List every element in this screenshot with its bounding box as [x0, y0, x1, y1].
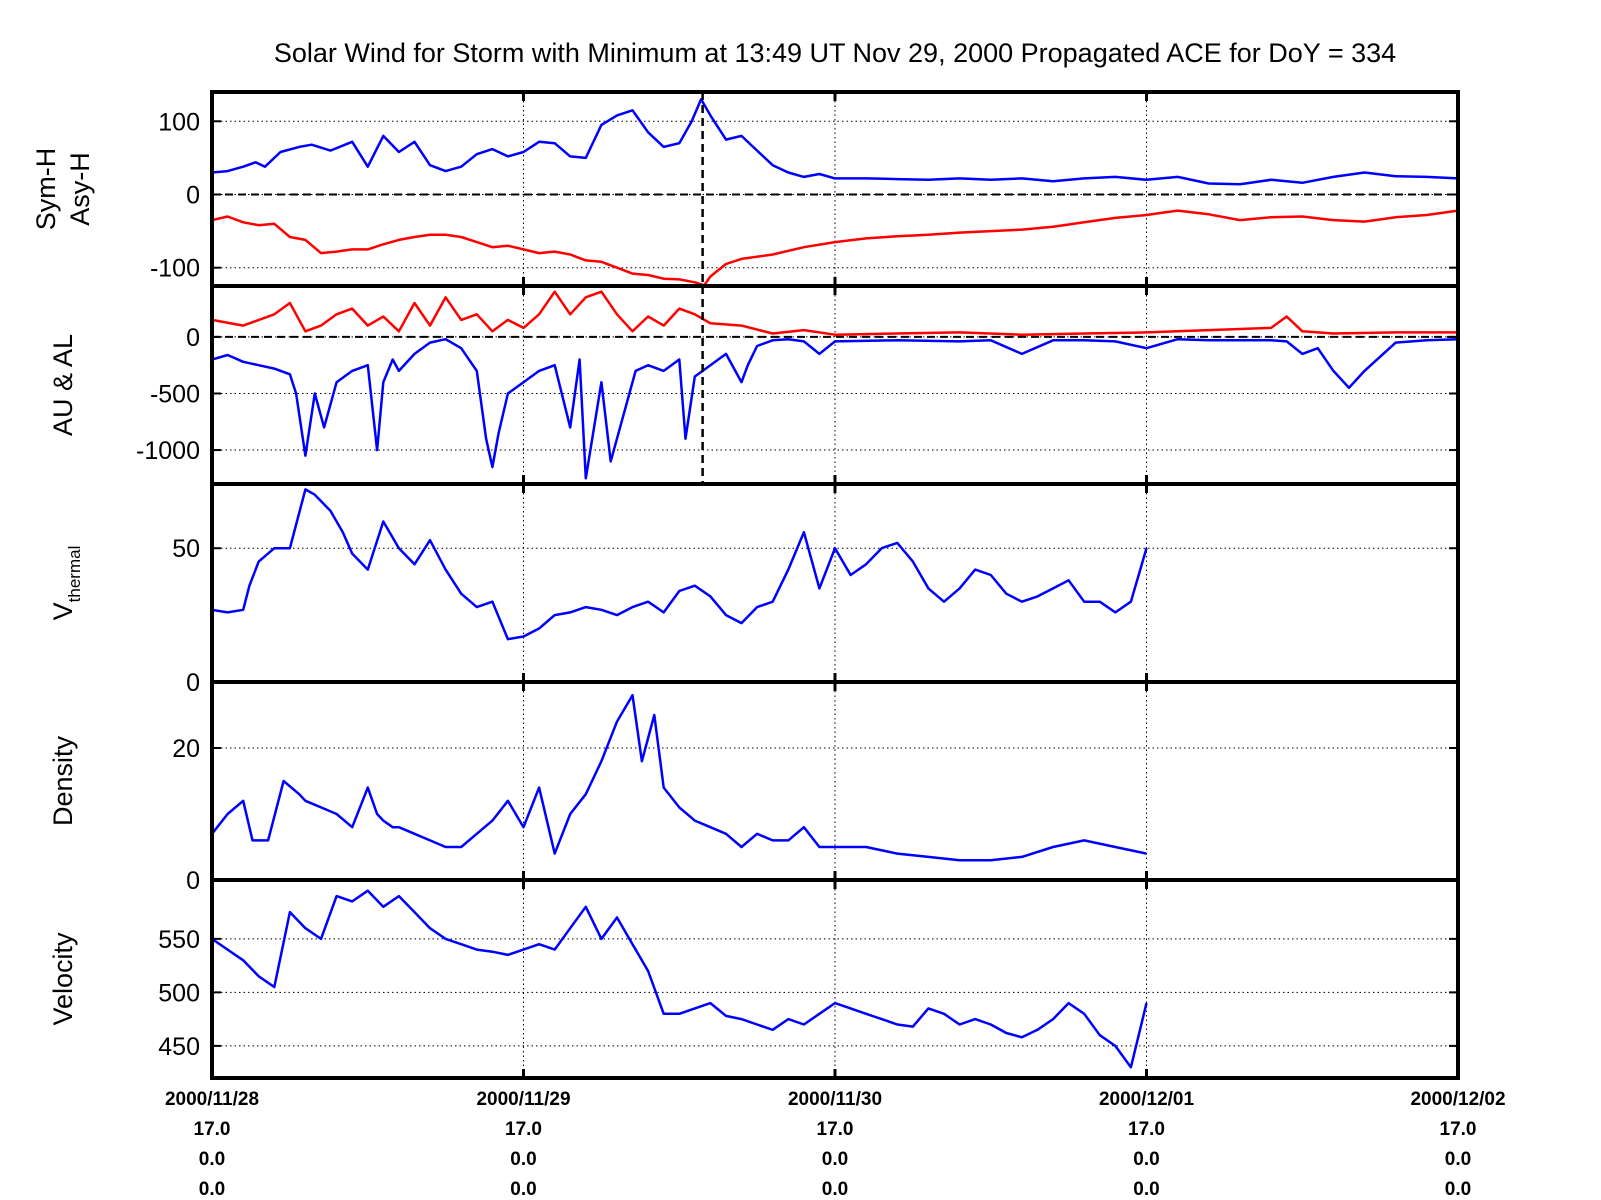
- x-tick-label: 17.0: [1128, 1119, 1165, 1140]
- y-tick-label: 0: [186, 181, 200, 209]
- y-tick-label: 0: [186, 867, 200, 895]
- series-line-symh-2: [212, 209, 1458, 286]
- chart-title: Solar Wind for Storm with Minimum at 13:…: [274, 38, 1396, 68]
- x-axis-labels: 2000/11/28 17.0 0.0 0.0 2000/11/29 17.0 0.0 0.0…: [165, 1089, 1506, 1200]
- y-tick-label: 0: [186, 669, 200, 697]
- y-tick-label: 0: [186, 324, 200, 352]
- x-tick-label: 0.0: [1445, 1149, 1471, 1170]
- y-axis-label: Vthermal: [48, 546, 84, 621]
- series-line-aual-1: [212, 337, 1458, 480]
- y-axis-label: Asy-H: [65, 152, 95, 226]
- y-tick-label: 50: [172, 535, 200, 563]
- x-tick-label: 2000/12/01: [1099, 1089, 1195, 1110]
- x-tick-label: 0.0: [822, 1179, 848, 1200]
- series-line-velocity-1: [212, 889, 1148, 1069]
- x-tick-label: 17.0: [817, 1119, 854, 1140]
- x-tick-label: 2000/12/02: [1410, 1089, 1505, 1110]
- x-tick-label: 17.0: [194, 1119, 231, 1140]
- y-axis-label: AU & AL: [48, 334, 78, 436]
- y-tick-label: 450: [158, 1033, 200, 1061]
- y-tick-label: -1000: [136, 437, 200, 465]
- panel-vthermal: 0 50 Vthermal: [48, 482, 1460, 697]
- x-tick-label: 17.0: [505, 1119, 542, 1140]
- x-tick-label: 0.0: [199, 1179, 225, 1200]
- panel-density: 0 20 Density: [48, 680, 1460, 895]
- y-tick-label: 100: [158, 108, 200, 136]
- y-tick-label: -500: [150, 380, 200, 408]
- x-tick-label: 2000/11/30: [788, 1089, 882, 1110]
- x-tick-label: 0.0: [822, 1149, 848, 1170]
- x-tick-label: 2000/11/28: [165, 1089, 259, 1110]
- series-line-aual-2: [212, 290, 1458, 336]
- panel-velocity: 450 500 550 Velocity: [48, 878, 1460, 1080]
- x-tick-label: 17.0: [1440, 1119, 1477, 1140]
- x-tick-label: 0.0: [510, 1179, 536, 1200]
- y-axis-label: Density: [48, 735, 78, 826]
- panel-symh: -100 0 100 Sym-H Asy-H: [31, 90, 1460, 288]
- series-line-symh-1: [212, 98, 1458, 186]
- y-axis-label: Velocity: [48, 932, 78, 1026]
- y-tick-label: 550: [158, 926, 200, 954]
- panel-frame: [210, 90, 1460, 288]
- x-tick-label: 2000/11/29: [476, 1089, 570, 1110]
- x-tick-label: 0.0: [510, 1149, 536, 1170]
- x-tick-label: 0.0: [1133, 1179, 1159, 1200]
- y-axis-label-subscript: thermal: [65, 546, 84, 603]
- series-line-vthermal-1: [212, 488, 1148, 641]
- panel-aual: -1000 -500 0 AU & AL: [48, 284, 1460, 486]
- x-tick-label: 0.0: [1133, 1149, 1159, 1170]
- y-axis-label: Sym-H: [31, 148, 61, 231]
- x-tick-label: 0.0: [199, 1149, 225, 1170]
- y-tick-label: -100: [150, 255, 200, 283]
- series-line-density-1: [212, 693, 1147, 862]
- panel-frame: [210, 878, 1460, 1080]
- y-tick-label: 500: [158, 979, 200, 1007]
- y-tick-label: 20: [172, 735, 200, 763]
- x-tick-label: 0.0: [1445, 1179, 1471, 1200]
